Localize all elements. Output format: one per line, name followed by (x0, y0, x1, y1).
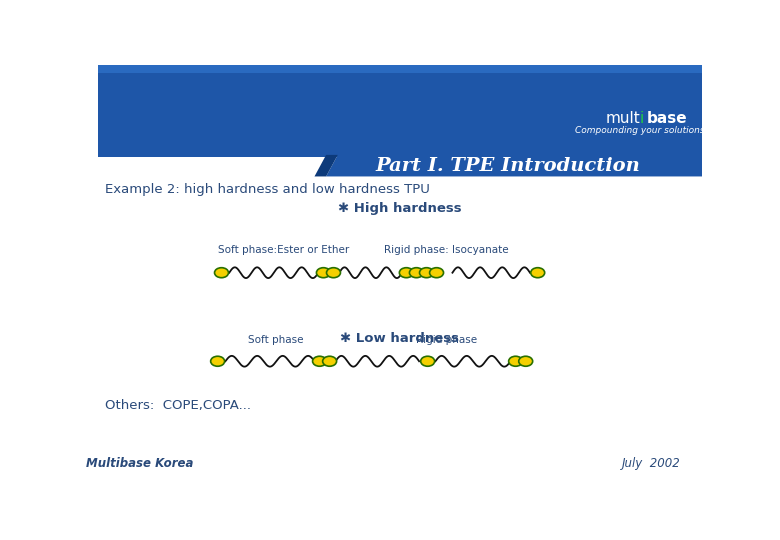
Text: Soft phase:Ester or Ether: Soft phase:Ester or Ether (218, 245, 349, 254)
Ellipse shape (215, 268, 229, 278)
Text: Part I. TPE Introduction: Part I. TPE Introduction (376, 157, 640, 174)
Ellipse shape (430, 268, 444, 278)
Polygon shape (326, 155, 702, 177)
Ellipse shape (399, 268, 413, 278)
Text: Rigid phase: Rigid phase (416, 335, 477, 345)
Ellipse shape (323, 356, 337, 366)
Ellipse shape (313, 356, 327, 366)
Ellipse shape (519, 356, 533, 366)
Text: Example 2: high hardness and low hardness TPU: Example 2: high hardness and low hardnes… (105, 183, 430, 196)
Ellipse shape (420, 268, 434, 278)
Polygon shape (98, 65, 702, 157)
Ellipse shape (211, 356, 225, 366)
Ellipse shape (509, 356, 523, 366)
Text: ✱ High hardness: ✱ High hardness (338, 201, 462, 214)
Ellipse shape (530, 268, 544, 278)
Ellipse shape (420, 356, 434, 366)
Text: base: base (647, 111, 687, 126)
Text: mult: mult (605, 111, 640, 126)
Text: Rigid phase: Isocyanate: Rigid phase: Isocyanate (384, 245, 509, 254)
Text: ✱ Low hardness: ✱ Low hardness (340, 332, 459, 345)
Polygon shape (314, 155, 338, 177)
Ellipse shape (317, 268, 331, 278)
Ellipse shape (327, 268, 340, 278)
Text: July  2002: July 2002 (622, 457, 681, 470)
Ellipse shape (410, 268, 424, 278)
Polygon shape (98, 65, 702, 72)
Text: Soft phase: Soft phase (248, 335, 303, 345)
Text: i: i (640, 111, 644, 126)
Text: Others:  COPE,COPA...: Others: COPE,COPA... (105, 399, 251, 411)
Text: Compounding your solutions: Compounding your solutions (575, 126, 705, 135)
Text: Multibase Korea: Multibase Korea (87, 457, 193, 470)
